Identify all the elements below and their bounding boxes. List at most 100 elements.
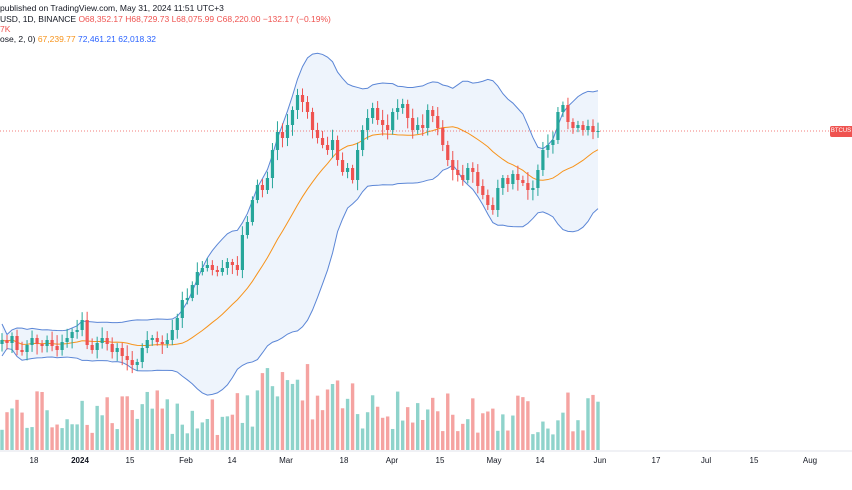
volume-bar (140, 404, 144, 450)
candle-body (396, 108, 400, 112)
bb-lower-value: 62,018.32 (118, 34, 157, 44)
volume-bar (80, 400, 84, 450)
candle-body (506, 178, 510, 184)
volume-bar (240, 422, 245, 450)
volume-bar (85, 424, 89, 450)
candle-body (230, 262, 234, 265)
candle-body (386, 125, 390, 130)
volume-bar (280, 372, 285, 450)
candle-body (200, 268, 204, 272)
volume-bar (431, 397, 435, 450)
volume-bar (205, 418, 210, 450)
volume-bar (20, 412, 24, 450)
candle-body (75, 330, 79, 332)
candle-body (391, 112, 395, 130)
candle-body (90, 345, 94, 350)
candle-body (491, 205, 495, 210)
volume-bar (531, 434, 535, 450)
volume-bar (290, 383, 295, 450)
volume-bar (30, 427, 34, 450)
candle-body (275, 132, 280, 150)
volume-bar (536, 432, 540, 450)
volume-bar (25, 427, 29, 450)
symbol: USD (0, 14, 18, 24)
candle-body (20, 350, 24, 352)
candle-body (60, 342, 64, 350)
candle-body (476, 172, 480, 186)
volume-bar (365, 412, 370, 450)
volume-bar (40, 391, 44, 450)
volume-bar (330, 383, 335, 450)
candle-body (270, 150, 275, 178)
bollinger-lower-line (1, 164, 599, 396)
volume-bar (130, 410, 134, 450)
candle-body (125, 356, 129, 360)
volume-bar (175, 403, 179, 450)
volume-bar (451, 414, 455, 450)
volume-bar (380, 417, 385, 450)
candle-body (516, 174, 520, 180)
candle-body (220, 268, 224, 272)
volume-bar (511, 415, 515, 450)
candle-body (5, 340, 9, 343)
volume-tag: 7K (0, 24, 11, 34)
volume-bar (345, 398, 350, 450)
candle-body (511, 174, 515, 184)
candle-body (401, 104, 405, 108)
indicator-legend[interactable]: ose, 2, 0) 67,239.77 72,461.21 62,018.32 (0, 34, 156, 45)
volume-bar (235, 393, 240, 450)
candle-body (581, 125, 585, 130)
candle-body (190, 285, 194, 298)
low-value: L68,075.99 (171, 14, 215, 24)
candle-body (35, 338, 39, 344)
candle-body (135, 362, 139, 365)
x-tick-label: Jul (701, 456, 711, 465)
candle-body (70, 332, 74, 338)
volume-bar (270, 386, 275, 450)
bb-basis-value: 67,239.77 (37, 34, 76, 44)
volume-bar (170, 433, 174, 450)
bb-upper-value: 72,461.21 (78, 34, 116, 44)
volume-bar (245, 395, 250, 450)
candle-body (566, 105, 570, 122)
candle-body (50, 340, 54, 346)
open-value: O68,352.17 (78, 14, 123, 24)
candle-body (496, 188, 500, 210)
candle-body (325, 145, 330, 150)
x-tick-label: Apr (386, 456, 399, 465)
volume-bar (115, 429, 119, 450)
volume-bar (516, 395, 520, 450)
volume-bar (471, 398, 475, 450)
volume-bar (165, 399, 169, 450)
candle-body (290, 110, 295, 125)
candle-body (210, 265, 214, 270)
volume-bar (35, 391, 39, 450)
bollinger-upper-line (1, 52, 599, 336)
candle-body (215, 270, 219, 272)
exchange-interval: 1D, BINANCE (22, 14, 77, 24)
x-tick-label: 18 (30, 456, 39, 465)
candle-body (160, 342, 164, 344)
candle-body (451, 160, 455, 170)
volume-bar (190, 410, 195, 450)
volume-bar (400, 420, 405, 450)
candles (0, 88, 600, 374)
candle-body (551, 140, 555, 145)
volume-bar (596, 401, 600, 450)
volume-bar (10, 408, 14, 450)
volume-bar (586, 398, 590, 450)
candle-body (536, 170, 540, 188)
x-tick-label: May (486, 456, 501, 465)
volume-bar (75, 424, 79, 450)
volume-bar (521, 397, 525, 450)
candle-body (531, 188, 535, 190)
volume-bars (0, 364, 600, 450)
volume-bar (255, 390, 260, 450)
volume-bar (385, 416, 390, 450)
volume-bar (415, 403, 420, 450)
x-tick-label: Aug (803, 456, 817, 465)
candle-body (155, 338, 159, 342)
candle-body (446, 145, 450, 160)
